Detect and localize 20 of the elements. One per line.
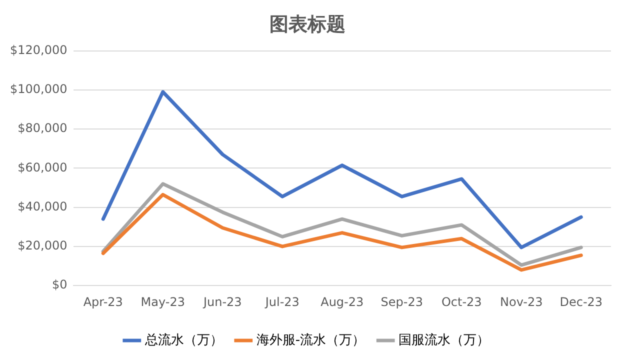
y-tick-label: $20,000 <box>18 238 68 253</box>
x-tick-label: Apr-23 <box>83 294 123 309</box>
x-tick-label: Jun-23 <box>202 294 242 309</box>
y-tick-label: $100,000 <box>10 82 68 96</box>
chart-title: 图表标题 <box>270 13 346 36</box>
x-tick-label: Sep-23 <box>380 294 423 309</box>
legend-label: 总流水（万） <box>144 332 223 348</box>
y-tick-label: $60,000 <box>18 160 68 174</box>
legend-label: 海外服-流水（万） <box>256 332 366 348</box>
y-tick-label: $120,000 <box>10 42 68 57</box>
x-tick-label: Oct-23 <box>441 294 482 309</box>
y-tick-label: $80,000 <box>18 121 68 136</box>
x-tick-label: Nov-23 <box>500 294 543 309</box>
x-tick-label: Aug-23 <box>320 294 364 309</box>
y-tick-label: $0 <box>52 278 68 292</box>
x-tick-label: Jul-23 <box>264 294 300 309</box>
y-tick-label: $40,000 <box>18 199 68 214</box>
legend-label: 国服流水（万） <box>398 332 490 348</box>
x-tick-label: Dec-23 <box>560 294 603 309</box>
x-tick-label: May-23 <box>140 294 185 309</box>
